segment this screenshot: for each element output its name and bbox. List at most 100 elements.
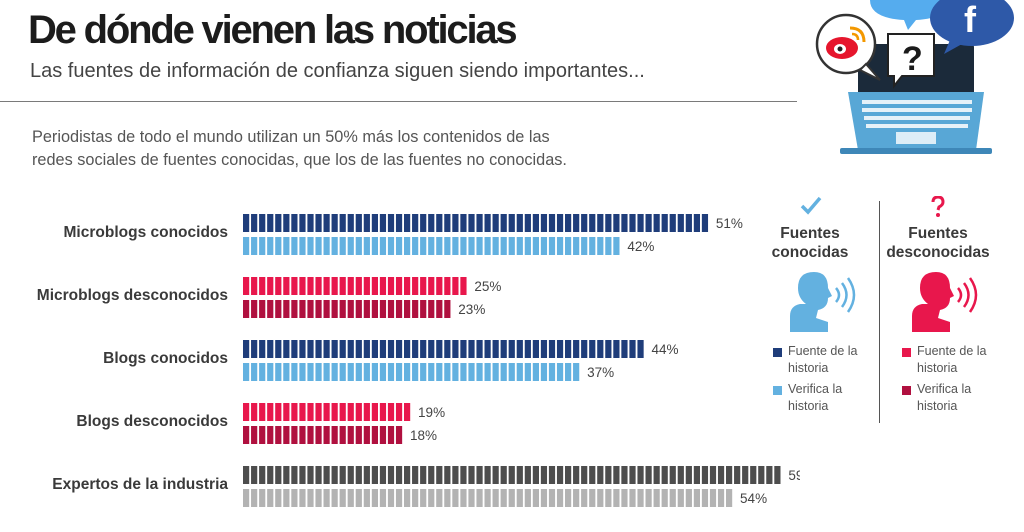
- bar-segment: [701, 466, 709, 484]
- bar-segment: [468, 214, 475, 232]
- bar-segment: [420, 300, 427, 318]
- bar-segment: [355, 300, 362, 318]
- bar-segment: [267, 466, 274, 484]
- bar-segment: [468, 237, 475, 255]
- bar-segment: [436, 363, 443, 381]
- bar-segment: [444, 237, 451, 255]
- bar-segment: [428, 363, 435, 381]
- bar-segment: [315, 300, 322, 318]
- bar-segment: [283, 300, 290, 318]
- bar-segment: [500, 340, 507, 358]
- bar-segment: [565, 363, 572, 381]
- bar-segment: [540, 340, 548, 358]
- legend-item-known-source-line2: historia: [788, 361, 829, 375]
- bar-segment: [548, 340, 556, 358]
- legend-swatch-unknown-verify: [902, 386, 911, 395]
- bar-segment: [556, 466, 564, 484]
- bar-segment: [500, 466, 507, 484]
- bar-group: Blogs desconocidos 19% 18%: [76, 403, 445, 444]
- bar-segment: [323, 426, 330, 444]
- bar-segment: [452, 363, 459, 381]
- bar-segment: [556, 214, 564, 232]
- legend-item-unknown-source-line2: historia: [917, 361, 958, 375]
- bar-segment: [484, 237, 491, 255]
- bar-segment: [573, 237, 580, 255]
- bar-segment: [339, 277, 346, 295]
- bar-segment: [524, 466, 531, 484]
- bar-segment: [331, 340, 338, 358]
- bar-segment: [476, 214, 483, 232]
- bar-segment: [355, 489, 362, 507]
- bar-segment: [363, 214, 370, 232]
- bar-segment: [371, 340, 378, 358]
- bar-segment: [267, 363, 274, 381]
- bar-segment: [516, 214, 523, 232]
- bar-segment: [734, 466, 741, 484]
- bar-segment: [291, 237, 298, 255]
- bar-segment: [347, 489, 354, 507]
- bar-segment: [371, 363, 378, 381]
- bar-segment: [693, 214, 700, 232]
- bar-segment: [508, 340, 515, 358]
- bar-segment: [484, 214, 491, 232]
- question-bubble-icon: ?: [887, 33, 935, 89]
- bar: [243, 277, 467, 295]
- bar-segment: [339, 466, 346, 484]
- header-divider: [0, 101, 797, 102]
- bar-segment: [436, 300, 443, 318]
- bar-segment: [516, 363, 523, 381]
- page-subtitle: Las fuentes de información de confianza …: [30, 60, 645, 82]
- bar-segment: [404, 237, 411, 255]
- bar-segment: [315, 214, 322, 232]
- bar-segment: [363, 277, 370, 295]
- bar-segment: [251, 340, 258, 358]
- bar-segment: [347, 340, 354, 358]
- bar-segment: [291, 214, 298, 232]
- bar-segment: [428, 300, 435, 318]
- bar-segment: [267, 340, 274, 358]
- bar-segment: [460, 214, 467, 232]
- bar-segment: [307, 277, 314, 295]
- bar-segment: [589, 214, 596, 232]
- bar-segment: [436, 277, 443, 295]
- bar-segment: [532, 340, 539, 358]
- bar-segment: [412, 489, 419, 507]
- bar-segment: [331, 426, 338, 444]
- bar-segment: [500, 214, 507, 232]
- weibo-icon: [815, 13, 881, 81]
- legend-known-title-line1: Fuentes: [780, 225, 840, 242]
- bar-segment: [717, 466, 725, 484]
- bar-segment: [540, 214, 548, 232]
- bar-segment: [243, 300, 250, 318]
- bar-segment: [347, 403, 354, 421]
- bar-segment: [299, 214, 306, 232]
- bar-segment: [259, 363, 266, 381]
- bar-segment: [395, 363, 403, 381]
- bar-segment: [355, 277, 362, 295]
- bar-segment: [621, 214, 628, 232]
- data-label: 51%: [716, 216, 743, 231]
- bar-segment: [444, 277, 451, 295]
- bar-segment: [412, 300, 419, 318]
- bar-segment: [323, 277, 330, 295]
- bar-segment: [524, 237, 531, 255]
- bar-segment: [742, 466, 749, 484]
- bar-segment: [428, 340, 435, 358]
- bar-segment: [524, 363, 531, 381]
- bar-segment: [243, 277, 250, 295]
- bar-segment: [420, 277, 427, 295]
- bar-segment: [307, 403, 314, 421]
- bar-segment: [251, 489, 258, 507]
- legend-swatch-known-source: [773, 348, 782, 357]
- bar-segment: [275, 426, 282, 444]
- bar-segment: [468, 363, 475, 381]
- listener-head-icon: [790, 272, 856, 332]
- bar-segment: [323, 340, 330, 358]
- bar-segment: [347, 466, 354, 484]
- bar-segment: [355, 237, 362, 255]
- bar-segment: [243, 426, 250, 444]
- bar-segment: [548, 237, 556, 255]
- bar-segment: [420, 466, 427, 484]
- bar-segment: [347, 363, 354, 381]
- bar-segment: [436, 214, 443, 232]
